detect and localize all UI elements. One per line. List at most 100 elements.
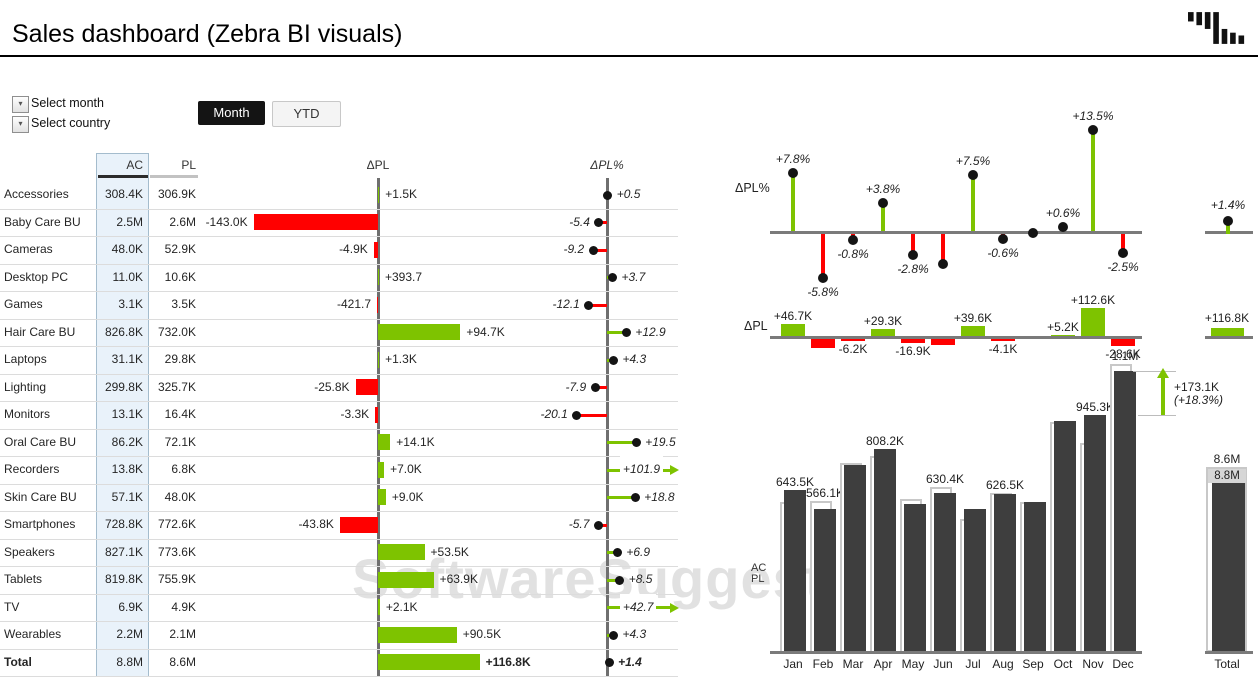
category-cell[interactable]: Games	[4, 297, 43, 311]
category-cell[interactable]: Speakers	[4, 544, 55, 559]
dpl-bar[interactable]	[339, 516, 378, 533]
monthly-ac-column[interactable]	[1114, 371, 1136, 651]
monthly-ac-column[interactable]	[1054, 420, 1076, 651]
monthly-dpl-bar[interactable]	[781, 324, 805, 336]
monthly-ac-column[interactable]	[844, 464, 866, 651]
category-cell[interactable]: Baby Care BU	[4, 214, 81, 229]
monthly-ac-column[interactable]	[814, 509, 836, 651]
dpl-bar[interactable]	[378, 186, 380, 203]
category-cell[interactable]: Monitors	[4, 407, 51, 421]
dpl-bar[interactable]	[378, 351, 380, 368]
monthly-dplpct-pin-dot[interactable]	[1088, 124, 1098, 135]
monthly-dpl-bar[interactable]	[991, 339, 1015, 341]
toggle-month-button[interactable]: Month	[198, 101, 265, 125]
category-cell[interactable]: Laptops	[4, 352, 47, 366]
dpl-bar[interactable]	[375, 406, 378, 423]
dplpct-pin-dot[interactable]	[604, 658, 614, 667]
category-cell[interactable]: Hair Care BU	[4, 324, 76, 339]
category-cell[interactable]: Wearables	[4, 627, 62, 641]
dplpct-pin-dot[interactable]	[631, 438, 641, 447]
category-cell[interactable]: Oral Care BU	[4, 434, 77, 449]
monthly-dpl-bar[interactable]	[961, 326, 985, 336]
dplpct-pin-dot[interactable]	[630, 493, 640, 502]
dpl-bar[interactable]	[253, 214, 378, 230]
monthly-dplpct-pin-dot[interactable]	[998, 233, 1008, 244]
dplpct-pin-dot[interactable]	[593, 520, 603, 530]
monthly-dpl-bar[interactable]	[901, 339, 925, 344]
monthly-ac-column[interactable]	[1084, 414, 1106, 651]
dplpct-pin-dot[interactable]	[612, 548, 622, 557]
select-month-dropdown[interactable]: ▾	[12, 96, 29, 113]
category-cell[interactable]: Total	[4, 654, 32, 669]
dpl-bar[interactable]	[378, 324, 461, 340]
dpl-bar[interactable]	[355, 379, 378, 395]
ac-value-cell: 86.2K	[111, 434, 143, 449]
dplpct-pin-dot[interactable]	[603, 190, 613, 200]
monthly-dpl-bar[interactable]	[1051, 334, 1075, 336]
monthly-dpl-bar[interactable]	[841, 339, 865, 341]
dplpct-pin-dot[interactable]	[588, 245, 598, 255]
total-dpl-bar[interactable]	[1211, 328, 1244, 336]
monthly-dplpct-pin-dot[interactable]	[1058, 221, 1068, 232]
dpl-bar[interactable]	[378, 489, 386, 505]
category-cell[interactable]: Cameras	[4, 242, 53, 256]
category-cell[interactable]: Tablets	[4, 572, 43, 586]
monthly-ac-column[interactable]	[904, 503, 926, 651]
monthly-dpl-bar[interactable]	[1081, 307, 1105, 336]
monthly-dplpct-pin-dot[interactable]	[968, 169, 978, 180]
dplpct-pin-dot[interactable]	[608, 630, 618, 640]
monthly-ac-column[interactable]	[784, 490, 806, 651]
monthly-dplpct-pin-dot[interactable]	[908, 250, 918, 260]
category-cell[interactable]: Recorders	[4, 462, 60, 476]
monthly-ac-column[interactable]	[1024, 501, 1046, 651]
monthly-dplpct-pin-dot[interactable]	[938, 259, 948, 269]
toggle-ytd-button[interactable]: YTD	[272, 101, 341, 127]
dpl-bar[interactable]	[377, 296, 378, 313]
monthly-dplpct-pin-dot[interactable]	[1028, 227, 1038, 238]
monthly-ac-column[interactable]	[964, 509, 986, 651]
monthly-dplpct-pin-dot[interactable]	[1118, 247, 1128, 258]
monthly-dplpct-pin-dot[interactable]	[788, 167, 798, 178]
dplpct-pin-dot[interactable]	[621, 328, 631, 337]
category-cell[interactable]: Smartphones	[4, 517, 76, 531]
dpl-bar[interactable]	[378, 626, 457, 643]
monthly-dpl-bar[interactable]	[1111, 339, 1135, 347]
dplpct-overflow-arrow-icon	[670, 465, 679, 475]
total-ac-column[interactable]	[1212, 483, 1245, 651]
monthly-dpl-bar[interactable]	[871, 328, 895, 336]
monthly-dpl-bar[interactable]	[811, 339, 835, 348]
dplpct-pin-dot[interactable]	[608, 273, 618, 282]
column-header-dplpct[interactable]: ΔPL%	[590, 158, 624, 172]
dplpct-pin-dot[interactable]	[615, 575, 625, 585]
dpl-bar[interactable]	[378, 654, 480, 670]
dplpct-pin-dot[interactable]	[572, 410, 582, 420]
dpl-bar[interactable]	[378, 544, 425, 560]
monthly-dplpct-pin-dot[interactable]	[818, 272, 828, 283]
monthly-ac-column[interactable]	[994, 494, 1016, 651]
monthly-dpl-bar[interactable]	[931, 339, 955, 346]
category-cell[interactable]: Lighting	[4, 379, 47, 394]
dpl-bar[interactable]	[378, 269, 379, 285]
column-header-ac[interactable]: AC	[126, 158, 143, 172]
dpl-bar[interactable]	[378, 571, 434, 588]
column-header-dpl[interactable]: ΔPL	[366, 158, 390, 172]
monthly-ac-column[interactable]	[874, 448, 896, 651]
dplpct-pin-dot[interactable]	[590, 383, 600, 392]
category-cell[interactable]: Skin Care BU	[4, 489, 77, 504]
dpl-bar[interactable]	[378, 434, 391, 450]
dpl-bar[interactable]	[378, 461, 385, 478]
select-country-dropdown[interactable]: ▾	[12, 116, 29, 133]
dpl-bar[interactable]	[373, 241, 378, 258]
column-header-pl[interactable]: PL	[181, 158, 196, 172]
dpl-bar[interactable]	[378, 599, 380, 615]
dplpct-pin-dot[interactable]	[608, 355, 618, 365]
category-cell[interactable]: TV	[4, 599, 20, 614]
monthly-ac-column[interactable]	[934, 493, 956, 651]
dplpct-pin-dot[interactable]	[584, 300, 594, 310]
total-dplpct-pin-dot[interactable]	[1223, 215, 1233, 226]
dplpct-pin-dot[interactable]	[594, 218, 604, 227]
monthly-dplpct-pin-dot[interactable]	[878, 197, 888, 208]
category-cell[interactable]: Accessories	[4, 187, 69, 201]
monthly-dplpct-pin-dot[interactable]	[848, 235, 858, 245]
category-cell[interactable]: Desktop PC	[4, 269, 69, 284]
